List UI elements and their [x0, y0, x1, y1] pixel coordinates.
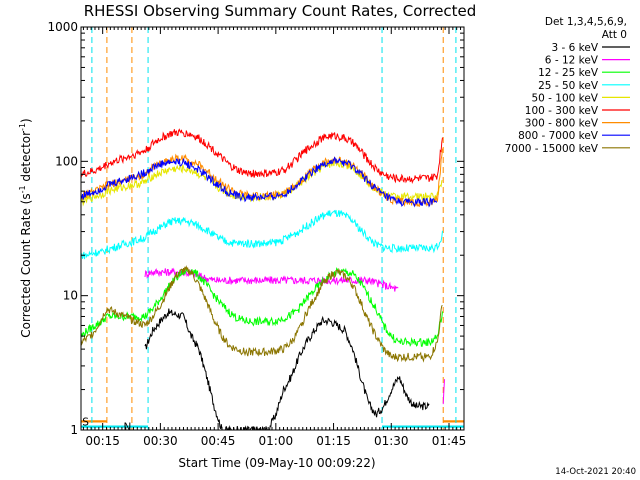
- series-layer: [81, 128, 445, 430]
- x-tick-label: 00:15: [85, 434, 120, 448]
- legend-entry-label: 300 - 800 keV: [525, 118, 599, 130]
- x-tick-label: 01:45: [432, 434, 467, 448]
- chart-title: RHESSI Observing Summary Count Rates, Co…: [84, 2, 477, 20]
- legend-entry-label: 12 - 25 keV: [538, 67, 599, 79]
- series-line: [81, 156, 438, 208]
- obs-marker-label: N: [123, 422, 131, 434]
- x-axis: 00:15 00:30 00:45 01:00 01:15 01:30 01:45: [82, 27, 467, 448]
- series-line: [81, 265, 443, 363]
- legend-header-line-1: Det 1,3,4,5,6,9,: [545, 16, 627, 28]
- series-line: [81, 267, 443, 347]
- generated-timestamp: 14-Oct-2021 20:40: [555, 467, 636, 477]
- legend-entry-label: 800 - 7000 keV: [518, 130, 599, 142]
- series-1: [144, 267, 445, 405]
- plot-frame: [80, 26, 465, 431]
- x-tick-label: 01:00: [259, 434, 294, 448]
- legend-entry-label: 6 - 12 keV: [545, 55, 599, 67]
- legend-entry-label: 7000 - 15000 keV: [505, 143, 599, 155]
- y-label-part: -1: [18, 185, 27, 193]
- series-line: [442, 379, 445, 405]
- series-7: [81, 156, 438, 208]
- legend-header-line-2: Att 0: [602, 29, 627, 41]
- legend-entry-label: 25 - 50 keV: [538, 80, 599, 92]
- series-5: [81, 128, 443, 184]
- y-tick-label: 10: [63, 289, 78, 303]
- y-axis: 1 10 100 1000: [47, 20, 464, 437]
- y-tick-label: 100: [55, 154, 78, 168]
- y-label-part: Corrected Count Rate (s: [19, 193, 33, 337]
- series-line: [144, 308, 430, 430]
- y-tick-label: 1000: [47, 20, 78, 34]
- series-3: [81, 209, 443, 260]
- y-tick-label: 1: [70, 423, 78, 437]
- y-label-part: ): [19, 118, 33, 123]
- x-tick-label: 00:30: [143, 434, 178, 448]
- series-line: [144, 267, 399, 292]
- legend-entry-label: 3 - 6 keV: [551, 42, 598, 54]
- series-2: [81, 267, 443, 347]
- x-tick-label: 01:15: [316, 434, 351, 448]
- x-tick-label: 01:30: [374, 434, 409, 448]
- y-label-part: detector: [19, 131, 33, 186]
- series-line: [81, 209, 443, 260]
- x-tick-label: 00:45: [201, 434, 236, 448]
- legend-entry-label: 50 - 100 keV: [531, 92, 598, 104]
- series-line: [81, 128, 443, 184]
- obs-marker-label: S: [82, 416, 89, 428]
- series-0: [144, 308, 430, 430]
- y-label-part: -1: [18, 123, 27, 131]
- series-8: [81, 265, 443, 363]
- y-axis-label: Corrected Count Rate (s-1 detector-1): [18, 118, 33, 337]
- legend-entry-label: 100 - 300 keV: [525, 105, 599, 117]
- x-axis-label: Start Time (09-May-10 00:09:22): [178, 456, 375, 470]
